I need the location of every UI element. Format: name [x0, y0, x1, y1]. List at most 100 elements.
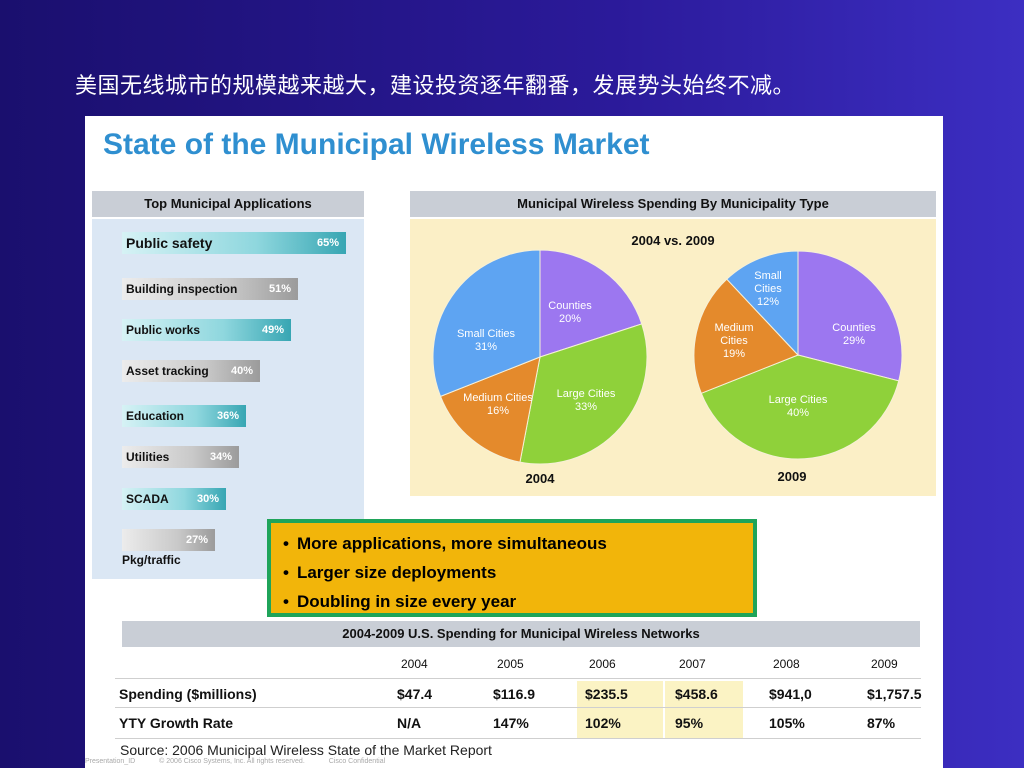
highlight-cell: [665, 681, 743, 739]
app-label: Public safety: [126, 235, 213, 251]
app-bar: Asset tracking 40%: [122, 360, 260, 382]
pie-slice-label: Small Cities: [457, 328, 516, 340]
app-percent: 30%: [196, 493, 219, 505]
table-cell: 87%: [867, 715, 896, 731]
app-bar-row: SCADA 30%: [122, 488, 362, 514]
pie-slice-counties: [539, 249, 643, 358]
pie-slice-label: Medium Cities: [463, 392, 533, 404]
app-label: Public works: [126, 323, 201, 337]
pie-slice-counties: [797, 250, 903, 382]
table-column-header: 2009: [871, 657, 898, 671]
table-cell: 105%: [769, 715, 805, 731]
app-percent: 40%: [230, 365, 253, 377]
pie-slice-small-cities: [432, 249, 541, 398]
pie-subtitle: 2004 vs. 2009: [631, 233, 715, 248]
app-percent: 51%: [268, 283, 291, 295]
callout-item: Doubling in size every year: [283, 587, 741, 616]
market-figure: State of the Municipal Wireless Market T…: [85, 116, 943, 768]
table-column-header: 2004: [401, 657, 428, 671]
pie-slice-value: 20%: [559, 313, 581, 325]
pie-slice-large-cities: [519, 323, 648, 465]
slide-caption: 美国无线城市的规模越来越大，建设投资逐年翻番，发展势头始终不减。: [75, 74, 796, 99]
figure-title: State of the Municipal Wireless Market: [103, 128, 650, 161]
table-cell: $1,757.5: [867, 686, 922, 702]
table-cell: 95%: [675, 715, 704, 731]
app-percent: 34%: [209, 451, 232, 463]
footer-id: Presentation_ID: [85, 758, 136, 765]
app-bar-row: Asset tracking 40%: [122, 360, 362, 386]
pie-slice-label: Large Cities: [557, 388, 616, 400]
app-bar: Public works 49%: [122, 319, 291, 341]
pie-slice-large-cities: [700, 354, 900, 460]
table-row-label: YTY Growth Rate: [119, 715, 234, 731]
pie-slice-value: 29%: [843, 335, 865, 347]
app-percent: 27%: [185, 534, 208, 546]
app-bar: Building inspection 51%: [122, 278, 298, 300]
app-percent: 36%: [216, 410, 239, 422]
pie-heading: Municipal Wireless Spending By Municipal…: [410, 191, 936, 217]
app-bar: Education 36%: [122, 405, 246, 427]
app-bar-row: Education 36%: [122, 405, 362, 431]
pie-slice-label: Counties: [548, 300, 592, 312]
pie-panel: 2004 vs. 2009 Counties 20% Large Cities 33%…: [410, 219, 936, 496]
pie-slice-value: 31%: [475, 341, 497, 353]
footer-copyright: © 2006 Cisco Systems, Inc. All rights re…: [159, 758, 305, 765]
table-column-header: 2007: [679, 657, 706, 671]
pie-year-label: 2004: [526, 471, 556, 486]
table-cell: $941,0: [769, 686, 812, 702]
table-row-label: Spending ($millions): [119, 686, 257, 702]
table-cell: 102%: [585, 715, 621, 731]
pie-slice-label: Medium: [714, 322, 753, 334]
app-bar-row: Public safety 65%: [122, 232, 362, 258]
pie-slice-value: 33%: [575, 401, 597, 413]
callout-item: More applications, more simultaneous: [283, 529, 741, 558]
app-bar: Public safety 65%: [122, 232, 346, 254]
app-bar-row: 27% Pkg/traffic: [122, 529, 362, 567]
app-percent: 49%: [261, 324, 284, 336]
callout-item: Larger size deployments: [283, 558, 741, 587]
table-cell: $47.4: [397, 686, 433, 702]
pie-slice-value: 12%: [757, 296, 779, 308]
table-cell: $235.5: [585, 686, 628, 702]
highlight-cell: [577, 681, 663, 739]
table-column-header: 2005: [497, 657, 524, 671]
app-bar: 27%: [122, 529, 215, 551]
app-label: Asset tracking: [126, 364, 209, 378]
table-column-header: 2008: [773, 657, 800, 671]
app-bar-row: Utilities 34%: [122, 446, 362, 472]
table-cell: N/A: [397, 715, 422, 731]
source-note: Source: 2006 Municipal Wireless State of…: [120, 742, 492, 758]
table-cell: $458.6: [675, 686, 718, 702]
table-column-header: 2006: [589, 657, 616, 671]
app-label: Utilities: [126, 450, 170, 464]
table-rule: [115, 738, 921, 739]
pie-slice-label: Cities: [754, 283, 782, 295]
app-percent: 65%: [316, 237, 339, 249]
pie-slice-small-cities: [726, 250, 799, 357]
app-bar: Utilities 34%: [122, 446, 239, 468]
app-bar-row: Building inspection 51%: [122, 278, 362, 304]
table-rule: [115, 678, 921, 679]
pie-slice-label: Small: [754, 270, 782, 282]
pie-slice-medium-cities: [439, 356, 541, 463]
pie-year-label: 2009: [778, 469, 807, 484]
pie-slice-value: 16%: [487, 405, 509, 417]
pie-slice-value: 40%: [787, 407, 809, 419]
callout-box: More applications, more simultaneous Lar…: [267, 519, 757, 617]
pie-slice-medium-cities: [693, 278, 799, 394]
app-label: Education: [126, 409, 185, 423]
app-bar: SCADA 30%: [122, 488, 226, 510]
pie-slice-value: 19%: [723, 348, 745, 360]
table-cell: $116.9: [493, 686, 536, 702]
apps-heading: Top Municipal Applications: [92, 191, 364, 217]
table-cell: 147%: [493, 715, 529, 731]
pie-slice-label: Cities: [720, 335, 748, 347]
app-bar-row: Public works 49%: [122, 319, 362, 345]
slide-footer: Presentation_ID © 2006 Cisco Systems, In…: [85, 758, 385, 765]
table-heading: 2004-2009 U.S. Spending for Municipal Wi…: [122, 621, 920, 647]
pie-slice-label: Counties: [832, 322, 876, 334]
apps-bar-chart: Public safety 65% Building inspection 51% Pu…: [92, 219, 364, 579]
pie-slice-label: Large Cities: [769, 394, 828, 406]
app-label: Building inspection: [126, 282, 238, 296]
